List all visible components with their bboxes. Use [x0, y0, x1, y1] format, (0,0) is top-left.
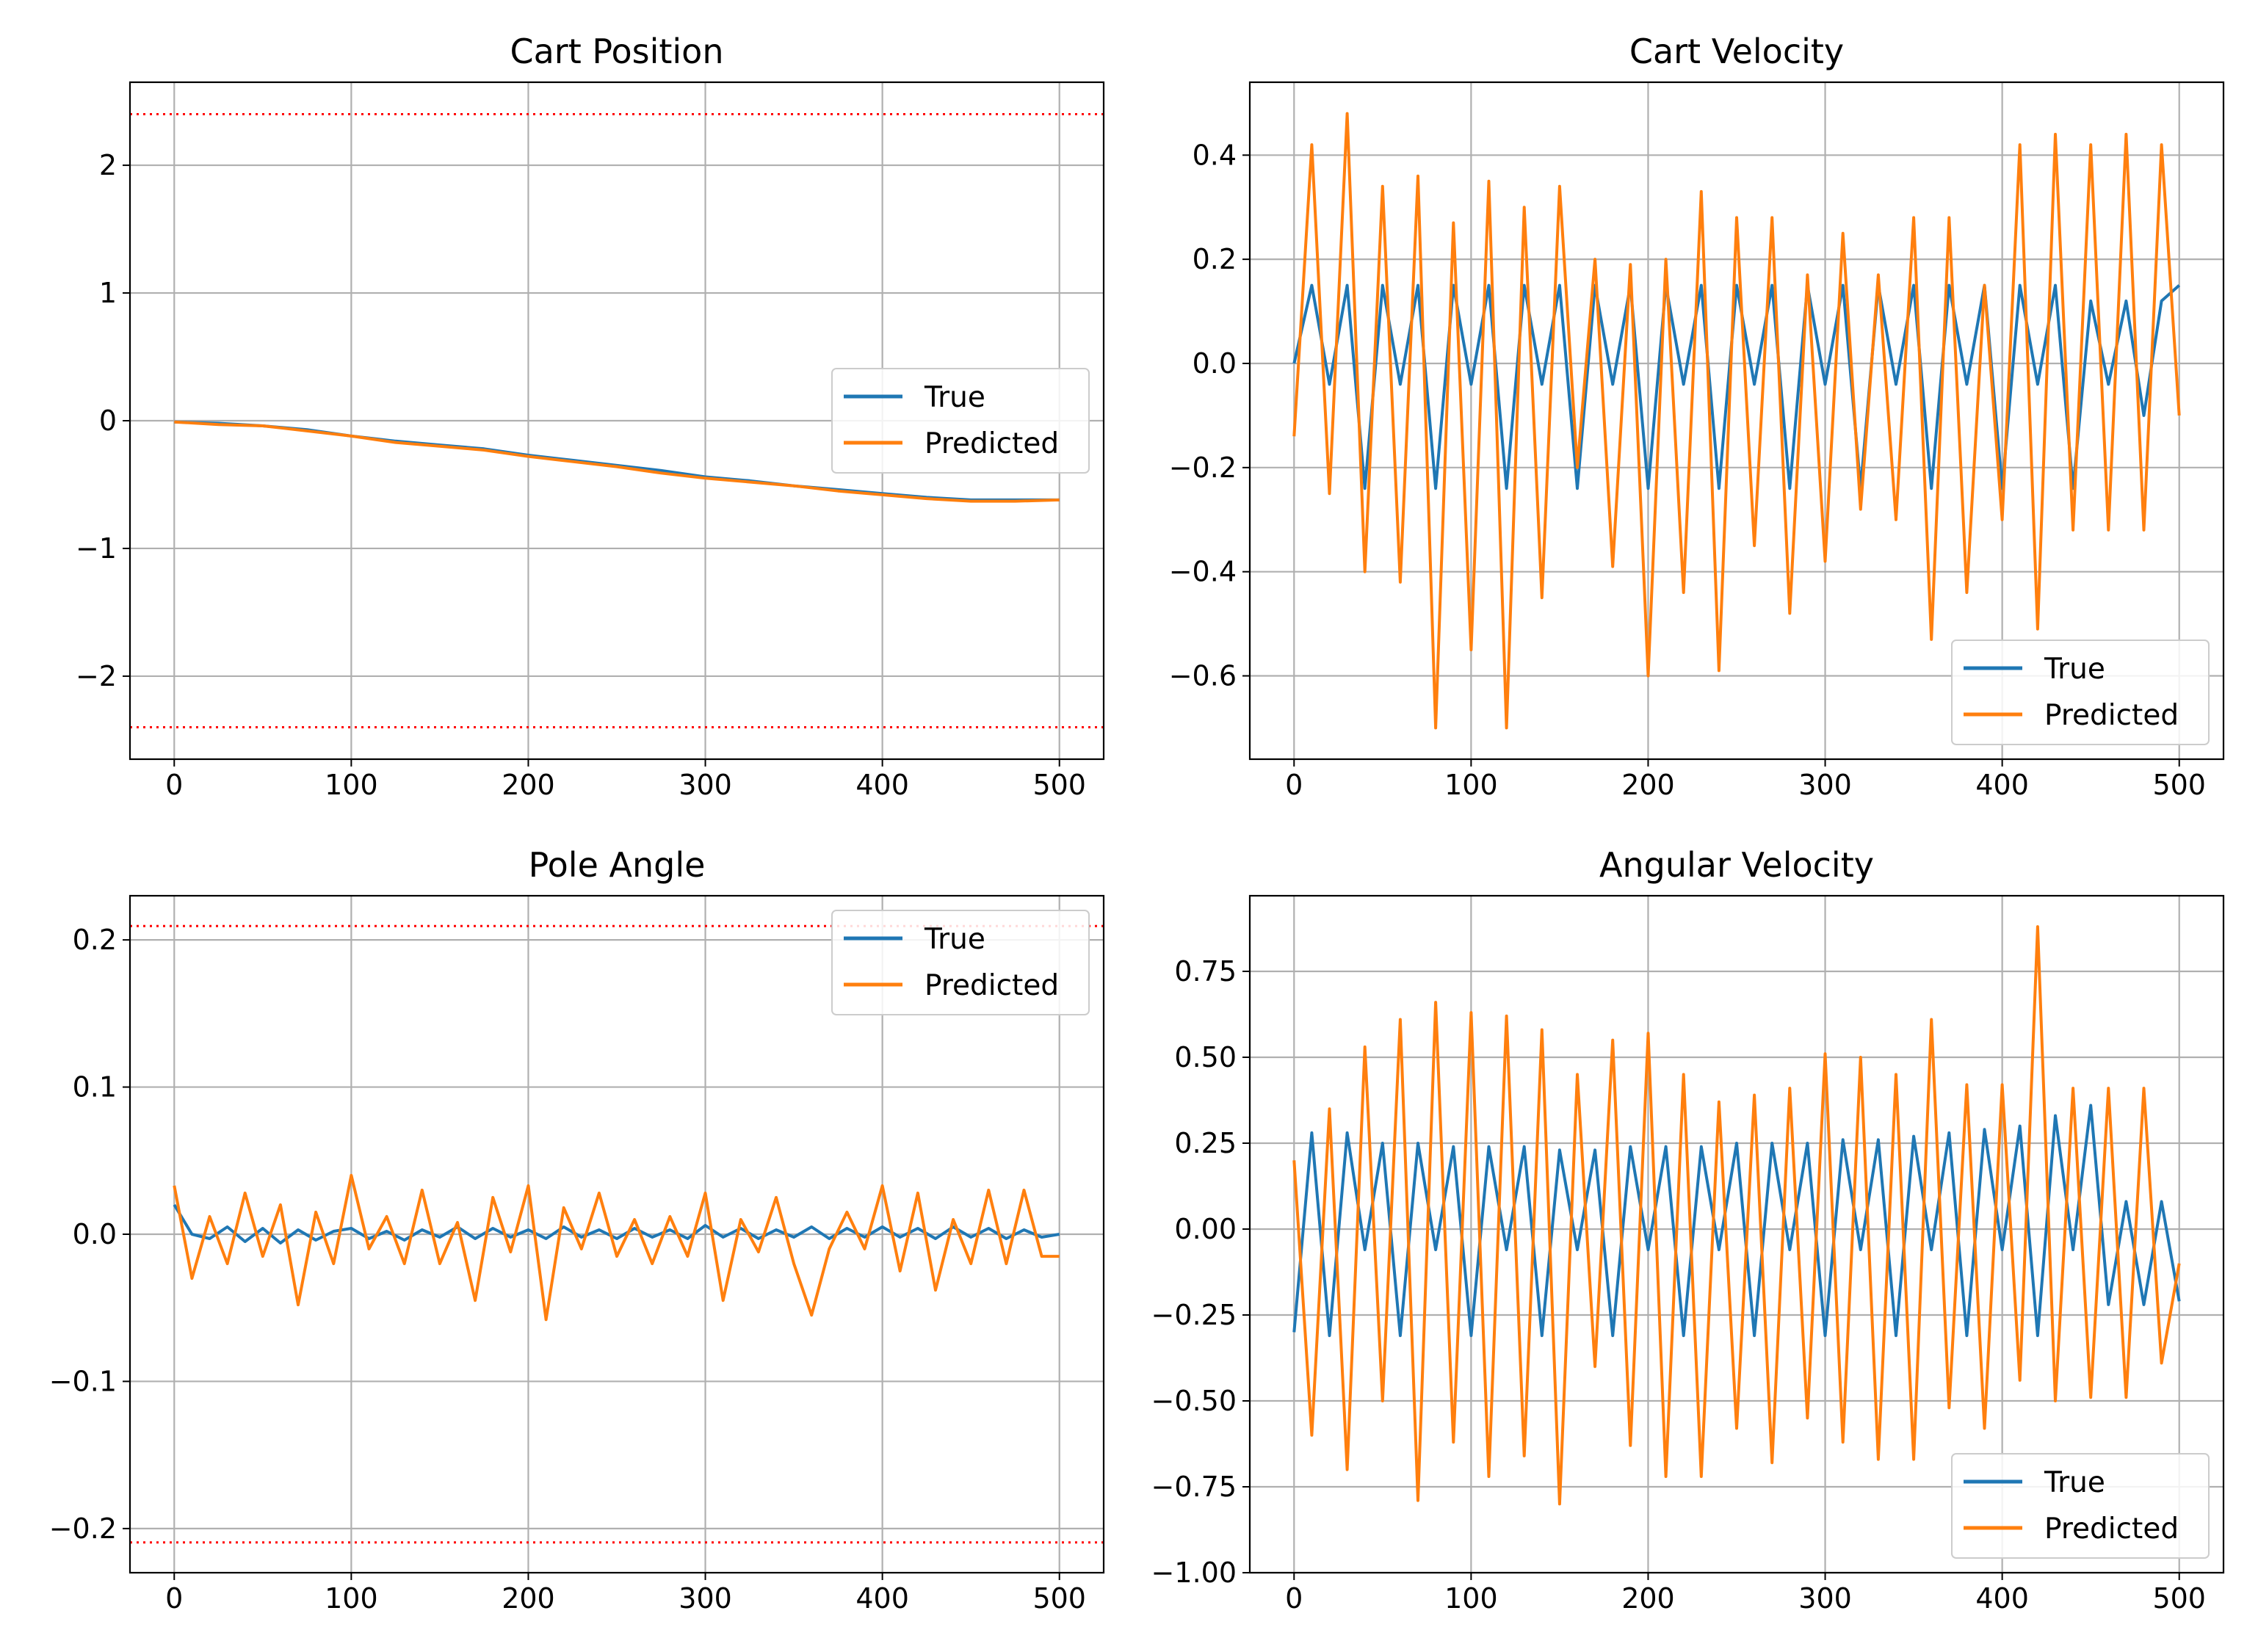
legend-label: Predicted — [2044, 1512, 2179, 1546]
chart-panel-3: 0 100 200 300 400 500 −0.2 −0.1 0.0 0.1 0.2 Pole An… — [49, 845, 1105, 1615]
x-tick-label: 300 — [1798, 769, 1852, 801]
x-tick-label: 100 — [1444, 1582, 1498, 1615]
series-line-predicted — [174, 420, 1060, 503]
x-tick-label: 200 — [502, 1582, 555, 1615]
y-tick-label: −0.1 — [49, 1365, 117, 1397]
series-line-predicted — [1292, 112, 2181, 730]
y-tick-label: −0.2 — [1169, 452, 1237, 484]
y-tick-label: −0.50 — [1151, 1385, 1237, 1417]
y-tick-label: −0.75 — [1151, 1471, 1237, 1503]
legend-label: Predicted — [925, 969, 1059, 1002]
series-line-true — [1292, 1104, 2181, 1338]
x-tick-label: 500 — [1032, 769, 1086, 801]
legend-label: True — [2044, 653, 2105, 686]
legend: True Predicted — [831, 910, 1090, 1015]
x-tick-label: 400 — [1975, 769, 2029, 801]
y-tick-label: 0.50 — [1174, 1041, 1237, 1073]
plot-area — [130, 924, 1104, 1544]
x-tick-label: 100 — [1444, 769, 1498, 801]
legend: True Predicted — [831, 368, 1090, 474]
x-tick-label: 100 — [325, 1582, 378, 1615]
plot-area — [130, 112, 1104, 729]
y-tick-label: −0.25 — [1151, 1299, 1237, 1331]
chart-title: Cart Velocity — [1629, 32, 1844, 71]
x-tick-label: 500 — [1032, 1582, 1086, 1615]
chart-panel-1: 0 100 200 300 400 500 −2 −1 0 1 2 Cart Position True… — [76, 32, 1105, 801]
chart-title: Angular Velocity — [1599, 845, 1874, 885]
series-line-true — [173, 1203, 1060, 1245]
x-tick-label: 100 — [325, 769, 378, 801]
y-tick-label: 1 — [99, 277, 117, 309]
y-tick-label: 0.4 — [1193, 139, 1237, 171]
series-line-predicted — [1292, 925, 2181, 1506]
y-tick-label: −0.6 — [1169, 660, 1237, 692]
y-tick-label: 0.2 — [73, 924, 117, 956]
y-tick-label: 0.0 — [1193, 347, 1237, 380]
y-tick-label: 2 — [99, 149, 117, 181]
x-tick-label: 300 — [679, 1582, 732, 1615]
x-tick-label: 500 — [2152, 769, 2206, 801]
axes-frame — [1248, 894, 2225, 1574]
x-tick-label: 300 — [679, 769, 732, 801]
series-line-predicted — [173, 1173, 1060, 1322]
y-tick-label: 0.0 — [73, 1218, 117, 1250]
plot-area — [1292, 112, 2181, 730]
x-tick-label: 0 — [1285, 1582, 1303, 1615]
legend: True Predicted — [1951, 640, 2210, 745]
y-tick-label: −0.4 — [1169, 556, 1237, 588]
x-tick-label: 0 — [165, 769, 183, 801]
y-tick-label: 0.75 — [1174, 955, 1237, 988]
series-line-true — [1292, 283, 2181, 490]
x-tick-label: 200 — [502, 769, 555, 801]
axes-frame — [1248, 81, 2225, 761]
x-tick-label: 400 — [1975, 1582, 2029, 1615]
legend-label: Predicted — [925, 427, 1059, 460]
y-tick-label: −2 — [76, 660, 117, 692]
x-tick-label: 0 — [1285, 769, 1303, 801]
legend-label: Predicted — [2044, 699, 2179, 732]
chart-title: Pole Angle — [529, 845, 706, 885]
chart-panel-2: 0 100 200 300 400 500 −0.6 −0.4 −0.2 0.0 0.2 0.4 Car… — [1169, 32, 2225, 801]
x-tick-label: 400 — [855, 1582, 909, 1615]
y-tick-label: 0.25 — [1174, 1127, 1237, 1159]
x-tick-label: 500 — [2152, 1582, 2206, 1615]
y-tick-label: 0 — [99, 405, 117, 437]
x-tick-label: 200 — [1621, 1582, 1675, 1615]
legend-label: True — [924, 923, 985, 956]
plot-area — [1292, 925, 2181, 1506]
y-tick-label: 0.00 — [1174, 1213, 1237, 1245]
x-tick-label: 400 — [855, 769, 909, 801]
y-tick-label: 0.2 — [1193, 243, 1237, 275]
x-tick-label: 200 — [1621, 769, 1675, 801]
chart-title: Cart Position — [510, 32, 724, 71]
x-tick-label: 300 — [1798, 1582, 1852, 1615]
y-tick-label: 0.1 — [73, 1071, 117, 1104]
legend: True Predicted — [1951, 1453, 2210, 1559]
chart-panel-4: 0 100 200 300 400 500 −1.00 −0.75 −0.50 −0.25 0.00… — [1151, 845, 2225, 1615]
y-tick-label: −0.2 — [49, 1512, 117, 1545]
legend-label: True — [2044, 1466, 2105, 1499]
y-tick-label: −1 — [76, 532, 117, 565]
legend-label: True — [924, 381, 985, 414]
x-tick-label: 0 — [165, 1582, 183, 1615]
y-tick-label: −1.00 — [1151, 1557, 1237, 1589]
